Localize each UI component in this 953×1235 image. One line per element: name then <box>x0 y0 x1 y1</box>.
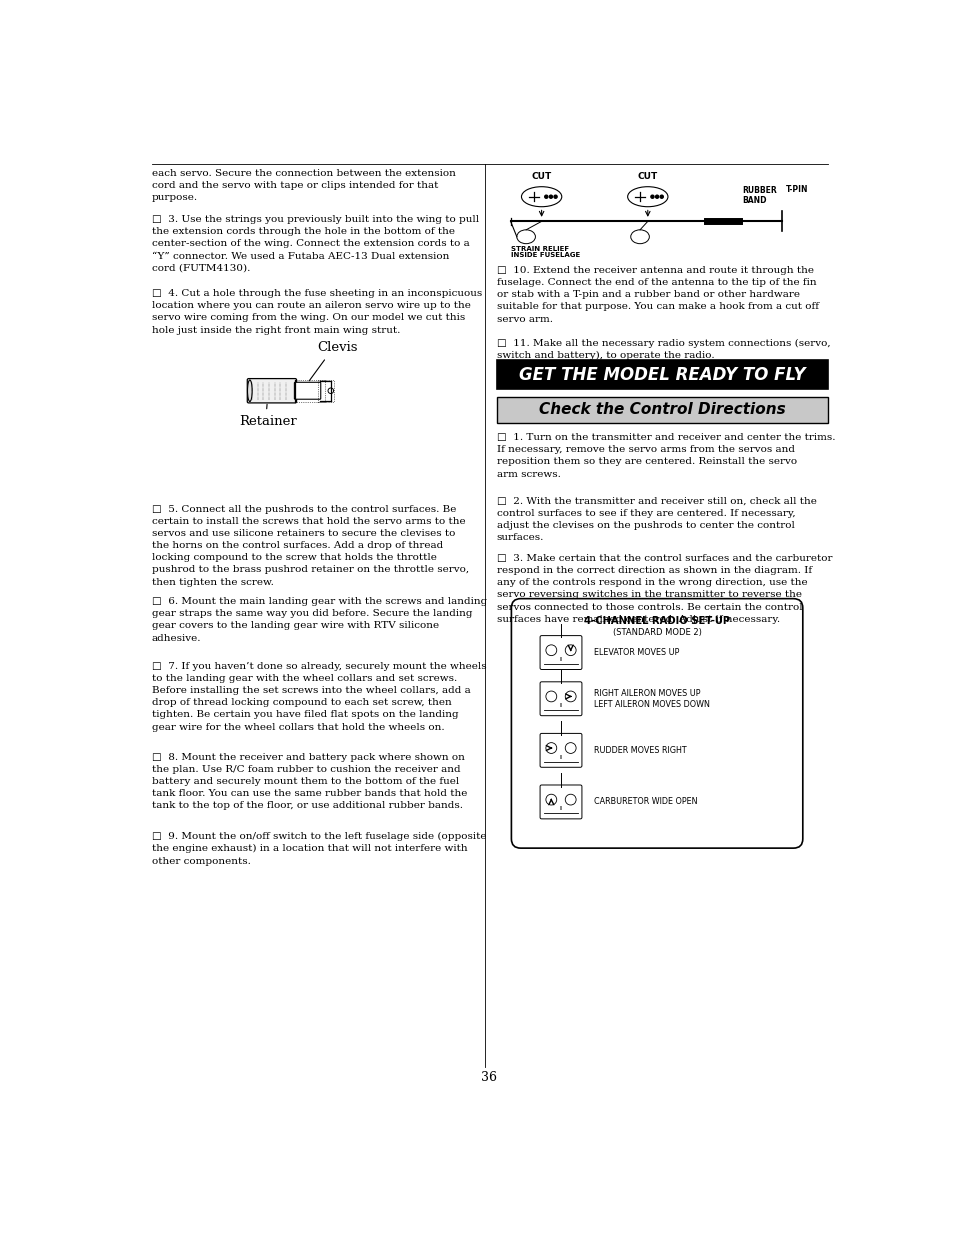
Text: II: II <box>558 657 562 662</box>
Text: STRAIN RELIEF
INSIDE FUSELAGE: STRAIN RELIEF INSIDE FUSELAGE <box>510 246 579 258</box>
FancyBboxPatch shape <box>539 682 581 716</box>
Text: CUT: CUT <box>531 173 551 182</box>
Ellipse shape <box>627 186 667 206</box>
Circle shape <box>545 692 557 701</box>
Circle shape <box>549 195 552 199</box>
Text: Check the Control Directions: Check the Control Directions <box>538 403 784 417</box>
Text: □  1. Turn on the transmitter and receiver and center the trims.
If necessary, r: □ 1. Turn on the transmitter and receive… <box>497 433 834 478</box>
Bar <box>497 359 827 389</box>
FancyBboxPatch shape <box>539 734 581 767</box>
Circle shape <box>650 195 654 199</box>
Text: 36: 36 <box>480 1071 497 1084</box>
Text: □  7. If you haven’t done so already, securely mount the wheels
to the landing g: □ 7. If you haven’t done so already, sec… <box>152 662 486 731</box>
Text: ELEVATOR MOVES UP: ELEVATOR MOVES UP <box>593 648 679 657</box>
Circle shape <box>565 645 576 656</box>
Ellipse shape <box>517 230 535 243</box>
Text: 4-CHANNEL RADIO SET-UP: 4-CHANNEL RADIO SET-UP <box>583 615 729 626</box>
Text: CUT: CUT <box>637 173 658 182</box>
Circle shape <box>659 195 662 199</box>
Text: □  8. Mount the receiver and battery pack where shown on
the plan. Use R/C foam : □ 8. Mount the receiver and battery pack… <box>152 752 467 810</box>
Text: RUDDER MOVES RIGHT: RUDDER MOVES RIGHT <box>593 746 685 755</box>
Text: II: II <box>558 806 562 811</box>
Text: Retainer: Retainer <box>239 415 296 429</box>
Text: □  11. Make all the necessary radio system connections (servo,
switch and batter: □ 11. Make all the necessary radio syste… <box>497 338 829 359</box>
FancyBboxPatch shape <box>511 599 802 848</box>
Text: Clevis: Clevis <box>317 341 357 353</box>
Circle shape <box>565 742 576 753</box>
Text: □  2. With the transmitter and receiver still on, check all the
control surfaces: □ 2. With the transmitter and receiver s… <box>497 496 816 542</box>
Text: RIGHT AILERON MOVES UP
LEFT AILERON MOVES DOWN: RIGHT AILERON MOVES UP LEFT AILERON MOVE… <box>593 689 709 709</box>
Text: □  5. Connect all the pushrods to the control surfaces. Be
certain to install th: □ 5. Connect all the pushrods to the con… <box>152 505 469 587</box>
Text: RUBBER
BAND: RUBBER BAND <box>741 185 777 205</box>
Circle shape <box>565 794 576 805</box>
Circle shape <box>565 692 576 701</box>
Ellipse shape <box>630 230 649 243</box>
Text: □  3. Use the strings you previously built into the wing to pull
the extension c: □ 3. Use the strings you previously buil… <box>152 215 478 273</box>
Bar <box>497 396 827 424</box>
Text: (STANDARD MODE 2): (STANDARD MODE 2) <box>612 627 700 637</box>
Circle shape <box>545 742 557 753</box>
Text: □  6. Mount the main landing gear with the screws and landing
gear straps the sa: □ 6. Mount the main landing gear with th… <box>152 597 487 642</box>
FancyBboxPatch shape <box>539 636 581 669</box>
Circle shape <box>328 388 334 394</box>
Ellipse shape <box>521 186 561 206</box>
FancyBboxPatch shape <box>247 379 296 403</box>
Ellipse shape <box>247 380 252 401</box>
Text: □  4. Cut a hole through the fuse sheeting in an inconspicuous
location where yo: □ 4. Cut a hole through the fuse sheetin… <box>152 289 481 335</box>
Text: GET THE MODEL READY TO FLY: GET THE MODEL READY TO FLY <box>518 366 804 384</box>
Text: □  3. Make certain that the control surfaces and the carburetor
respond in the c: □ 3. Make certain that the control surfa… <box>497 555 831 624</box>
Text: II: II <box>558 755 562 760</box>
Text: II: II <box>558 703 562 708</box>
FancyBboxPatch shape <box>294 383 320 399</box>
Text: each servo. Secure the connection between the extension
cord and the servo with : each servo. Secure the connection betwee… <box>152 169 456 203</box>
Circle shape <box>545 645 557 656</box>
Circle shape <box>554 195 557 199</box>
Text: □  10. Extend the receiver antenna and route it through the
fuselage. Connect th: □ 10. Extend the receiver antenna and ro… <box>497 266 818 324</box>
Circle shape <box>545 794 557 805</box>
Text: T-PIN: T-PIN <box>785 184 807 194</box>
Text: CARBURETOR WIDE OPEN: CARBURETOR WIDE OPEN <box>593 798 697 806</box>
Text: □  9. Mount the on/off switch to the left fuselage side (opposite
the engine exh: □ 9. Mount the on/off switch to the left… <box>152 832 486 866</box>
Circle shape <box>655 195 658 199</box>
Circle shape <box>544 195 547 199</box>
FancyBboxPatch shape <box>539 785 581 819</box>
